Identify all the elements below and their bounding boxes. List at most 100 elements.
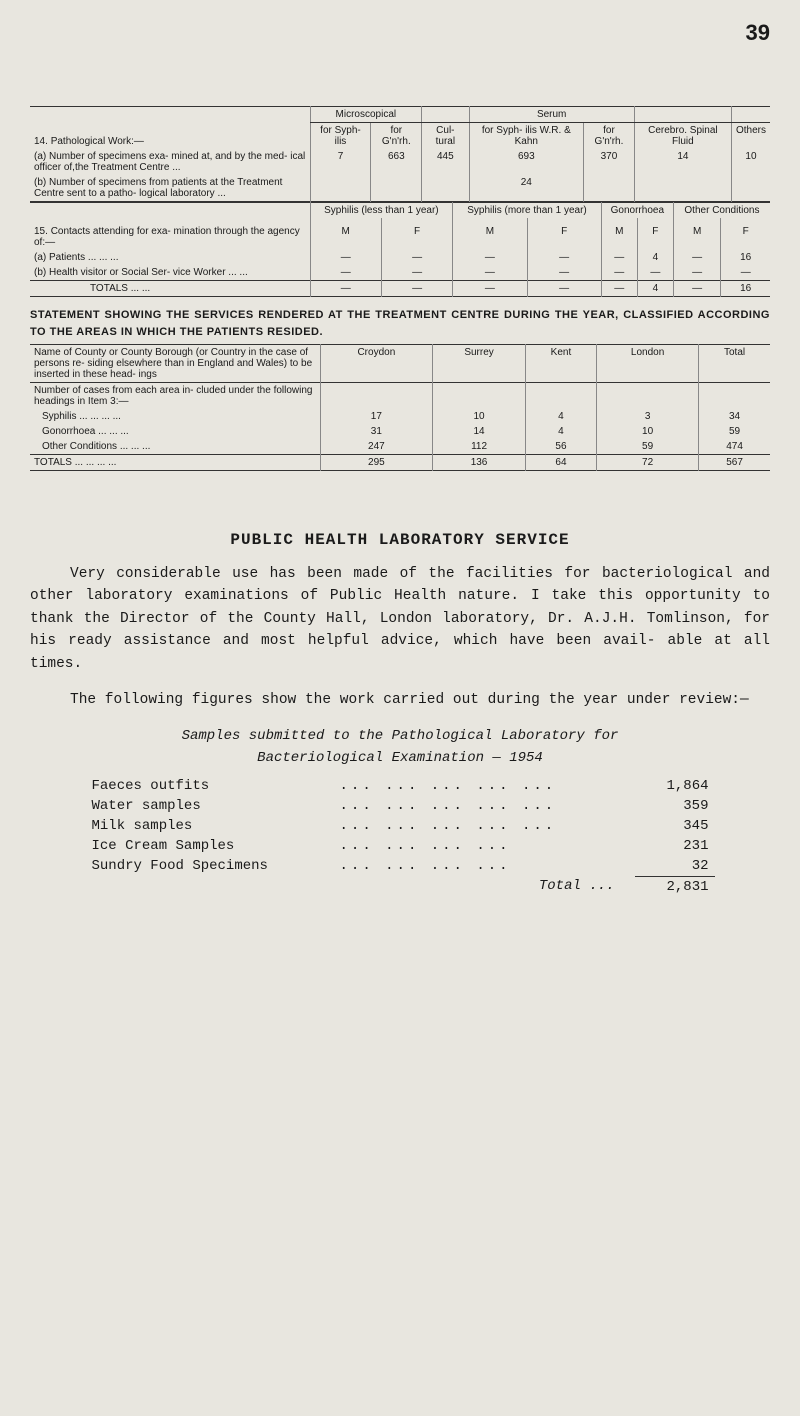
t1-r2-label: (b) Number of specimens from patients at… bbox=[30, 175, 310, 202]
t2-g1: Syphilis (more than 1 year) bbox=[453, 203, 602, 219]
t3-c1: Surrey bbox=[433, 345, 526, 383]
s-r3-label: Ice Cream Samples bbox=[86, 836, 334, 856]
s-r2-dots: ... ... ... ... ... bbox=[334, 816, 635, 836]
statement-heading: STATEMENT SHOWING THE SERVICES RENDERED … bbox=[30, 307, 770, 340]
t2-sh2: M bbox=[453, 218, 527, 250]
t1-group-micro: Microscopical bbox=[310, 107, 422, 123]
t3-c3: London bbox=[597, 345, 699, 383]
t2-r1-label: (a) Patients ... ... ... bbox=[30, 250, 310, 265]
samples-total-row: Total ... 2,831 bbox=[86, 876, 715, 897]
section-heading: PUBLIC HEALTH LABORATORY SERVICE bbox=[30, 531, 770, 549]
t1-r2-v0 bbox=[310, 175, 371, 202]
t3-r2-v4: 474 bbox=[699, 439, 770, 455]
t2-g0: Syphilis (less than 1 year) bbox=[310, 203, 453, 219]
t1-r1-v4: 370 bbox=[584, 149, 635, 175]
t2-sh3: F bbox=[527, 218, 601, 250]
s-r4-val: 32 bbox=[635, 856, 715, 877]
t2-g3: Other Conditions bbox=[673, 203, 770, 219]
t1-c1: for G'n'rh. bbox=[371, 123, 422, 150]
t3-section-label: Number of cases from each area in- clude… bbox=[30, 383, 320, 410]
para-1: Very considerable use has been made of t… bbox=[30, 563, 770, 675]
table-areas: Name of County or County Borough (or Cou… bbox=[30, 344, 770, 471]
t1-r1-v2: 445 bbox=[422, 149, 469, 175]
table-14: Microscopical Serum 14. Pathological Wor… bbox=[30, 106, 770, 202]
t1-r2-v3: 24 bbox=[469, 175, 584, 202]
t2-r1-v4: — bbox=[601, 250, 637, 265]
s-r2-label: Milk samples bbox=[86, 816, 334, 836]
t3-r1-v3: 10 bbox=[597, 424, 699, 439]
samples-heading: Samples submitted to the Pathological La… bbox=[30, 728, 770, 744]
t3-c2: Kent bbox=[525, 345, 596, 383]
samples-table: Faeces outfits ... ... ... ... ... 1,864… bbox=[86, 776, 715, 897]
t3-hdr-label: Name of County or County Borough (or Cou… bbox=[30, 345, 320, 383]
t3-r0-v4: 34 bbox=[699, 409, 770, 424]
s-r3-val: 231 bbox=[635, 836, 715, 856]
t3-r0-label: Syphilis ... ... ... ... bbox=[30, 409, 320, 424]
t2-r2-v1: — bbox=[381, 265, 452, 281]
para-2: The following figures show the work carr… bbox=[30, 689, 770, 711]
t2-totals-label: TOTALS ... ... bbox=[30, 281, 310, 297]
t3-r1-v1: 14 bbox=[433, 424, 526, 439]
t3-r2-label: Other Conditions ... ... ... bbox=[30, 439, 320, 455]
t3-r1-v4: 59 bbox=[699, 424, 770, 439]
t1-r2-v4 bbox=[584, 175, 635, 202]
t1-c2: Cul- tural bbox=[422, 123, 469, 150]
t3-t3: 72 bbox=[597, 455, 699, 471]
t2-r1-v5: 4 bbox=[637, 250, 673, 265]
t3-r0-v1: 10 bbox=[433, 409, 526, 424]
t3-r1-v0: 31 bbox=[320, 424, 433, 439]
t1-c5: Cerebro. Spinal Fluid bbox=[634, 123, 731, 150]
t1-r1-label: (a) Number of specimens exa- mined at, a… bbox=[30, 149, 310, 175]
t1-r1-v0: 7 bbox=[310, 149, 371, 175]
s-r0-val: 1,864 bbox=[635, 776, 715, 796]
t2-r1-v2: — bbox=[453, 250, 527, 265]
t2-t4: — bbox=[601, 281, 637, 297]
s-r1-val: 359 bbox=[635, 796, 715, 816]
t3-t4: 567 bbox=[699, 455, 770, 471]
t2-r2-v7: — bbox=[721, 265, 770, 281]
samples-total-val: 2,831 bbox=[635, 876, 715, 897]
t1-c4: for G'n'rh. bbox=[584, 123, 635, 150]
s-r2-val: 345 bbox=[635, 816, 715, 836]
t3-r0-v2: 4 bbox=[525, 409, 596, 424]
t3-c4: Total bbox=[699, 345, 770, 383]
samples-row: Ice Cream Samples ... ... ... ... 231 bbox=[86, 836, 715, 856]
t2-t7: 16 bbox=[721, 281, 770, 297]
t1-r2-v2 bbox=[422, 175, 469, 202]
t2-t5: 4 bbox=[637, 281, 673, 297]
t3-t0: 295 bbox=[320, 455, 433, 471]
s-r4-dots: ... ... ... ... bbox=[334, 856, 635, 877]
t3-r0-v3: 3 bbox=[597, 409, 699, 424]
t1-c6: Others bbox=[731, 123, 770, 150]
t2-t0: — bbox=[310, 281, 381, 297]
t1-r1-v3: 693 bbox=[469, 149, 584, 175]
t3-r1-label: Gonorrhoea ... ... ... bbox=[30, 424, 320, 439]
t3-c0: Croydon bbox=[320, 345, 433, 383]
t2-r1-v1: — bbox=[381, 250, 452, 265]
s-r1-dots: ... ... ... ... ... bbox=[334, 796, 635, 816]
t2-r1-v7: 16 bbox=[721, 250, 770, 265]
t1-r2-v1 bbox=[371, 175, 422, 202]
t2-r2-v5: — bbox=[637, 265, 673, 281]
t2-t1: — bbox=[381, 281, 452, 297]
t3-r0-v0: 17 bbox=[320, 409, 433, 424]
t1-r2-v5 bbox=[634, 175, 731, 202]
t2-r2-label: (b) Health visitor or Social Ser- vice W… bbox=[30, 265, 310, 281]
s-r0-dots: ... ... ... ... ... bbox=[334, 776, 635, 796]
t3-r1-v2: 4 bbox=[525, 424, 596, 439]
samples-row: Faeces outfits ... ... ... ... ... 1,864 bbox=[86, 776, 715, 796]
t2-t6: — bbox=[673, 281, 721, 297]
t1-r1-v5: 14 bbox=[634, 149, 731, 175]
t2-g2: Gonorrhoea bbox=[601, 203, 673, 219]
t3-r2-v0: 247 bbox=[320, 439, 433, 455]
t2-r1-v6: — bbox=[673, 250, 721, 265]
t2-sh7: F bbox=[721, 218, 770, 250]
t3-r2-v1: 112 bbox=[433, 439, 526, 455]
t2-item: 15. Contacts attending for exa- mination… bbox=[30, 218, 310, 250]
t3-r2-v3: 59 bbox=[597, 439, 699, 455]
t1-r1-v6: 10 bbox=[731, 149, 770, 175]
table-15: Syphilis (less than 1 year) Syphilis (mo… bbox=[30, 202, 770, 297]
t3-r2-v2: 56 bbox=[525, 439, 596, 455]
samples-total-label: Total ... bbox=[334, 876, 635, 897]
t1-r2-v6 bbox=[731, 175, 770, 202]
